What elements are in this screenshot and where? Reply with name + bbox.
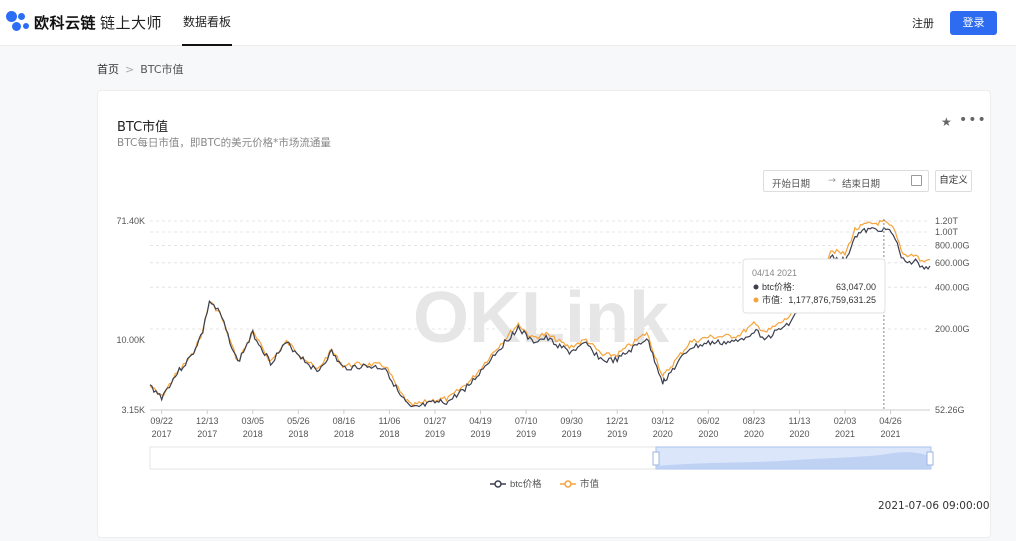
tooltip-dot	[753, 297, 759, 303]
logo[interactable]: 欧科云链 链上大师	[6, 11, 162, 33]
x-tick-label: 08/23	[743, 416, 766, 426]
tooltip-label: 市值:	[762, 294, 783, 305]
tooltip-date: 04/14 2021	[752, 268, 797, 278]
x-tick-label: 09/22	[150, 416, 173, 426]
y-right-tick-label: 600.00G	[935, 258, 970, 268]
x-tick-year-label: 2019	[425, 429, 445, 439]
x-tick-year-label: 2020	[698, 429, 718, 439]
breadcrumb-home[interactable]: 首页	[97, 63, 119, 76]
x-tick-year-label: 2019	[562, 429, 582, 439]
nav-tab-dashboard[interactable]: 数据看板	[182, 0, 233, 46]
date-range-picker[interactable]: 开始日期 → 结束日期	[763, 170, 929, 192]
x-tick-label: 12/13	[196, 416, 219, 426]
tooltip-value: 1,177,876,759,631.25	[788, 295, 876, 305]
y-right-tick-label: 1.00T	[935, 227, 959, 237]
y-right-tick-label: 400.00G	[935, 282, 970, 292]
x-tick-year-label: 2017	[197, 429, 217, 439]
y-right-tick-label: 52.26G	[935, 405, 965, 415]
breadcrumb-separator: >	[125, 63, 135, 76]
y-left-tick-label: 10.00K	[116, 335, 145, 345]
x-tick-label: 11/06	[379, 416, 401, 426]
x-tick-label: 03/05	[242, 416, 265, 426]
slider-handle-left	[652, 451, 660, 466]
x-tick-year-label: 2018	[334, 429, 354, 439]
x-axis: 09/22 2017 12/13 2017 03/05 2018 05/26 2018 08/1…	[150, 409, 930, 439]
x-tick-year-label: 2018	[243, 429, 263, 439]
x-tick-year-label: 2019	[516, 429, 536, 439]
legend: btc价格 市值	[490, 478, 600, 490]
x-tick-year-label: 2017	[152, 429, 172, 439]
x-tick-year-label: 2021	[835, 429, 855, 439]
x-tick-label: 04/26	[879, 416, 902, 426]
x-tick-label: 12/21	[606, 416, 629, 426]
x-tick-year-label: 2020	[653, 429, 673, 439]
slider-preview-area	[656, 452, 930, 469]
x-tick-label: 05/26	[287, 416, 310, 426]
top-navbar: 欧科云链 链上大师 数据看板 注册 登录	[0, 0, 1016, 46]
tooltip-value: 63,047.00	[836, 282, 876, 292]
x-tick-label: 11/13	[789, 416, 811, 426]
x-tick-label: 03/12	[652, 416, 675, 426]
legend-marker	[564, 480, 572, 488]
x-tick-year-label: 2019	[607, 429, 627, 439]
zoom-slider[interactable]	[149, 446, 934, 470]
y-left-tick-label: 71.40K	[116, 216, 145, 226]
x-tick-label: 01/27	[424, 416, 447, 426]
slider-handle-right	[926, 451, 934, 466]
x-tick-label: 04/19	[469, 416, 492, 426]
legend-label: 市值	[580, 478, 600, 490]
calendar-icon[interactable]	[911, 175, 922, 186]
x-tick-year-label: 2020	[744, 429, 764, 439]
more-icon[interactable]: •••	[959, 112, 987, 128]
logo-subtitle: 链上大师	[100, 13, 163, 32]
y-right-tick-label: 800.00G	[935, 240, 970, 250]
legend-label: btc价格	[510, 478, 542, 490]
y-left-tick-label: 3.15K	[121, 405, 145, 415]
x-tick-year-label: 2018	[379, 429, 399, 439]
login-button[interactable]: 登录	[950, 11, 997, 35]
custom-range-button[interactable]: 自定义	[935, 170, 972, 192]
x-tick-year-label: 2018	[288, 429, 308, 439]
tooltip-dot	[753, 284, 759, 290]
logo-text: 欧科云链	[34, 13, 97, 32]
x-tick-label: 09/30	[560, 416, 583, 426]
breadcrumb: 首页 > BTC市值	[97, 61, 184, 77]
tooltip-label: btc价格:	[762, 281, 795, 292]
x-tick-year-label: 2020	[789, 429, 809, 439]
breadcrumb-current: BTC市值	[140, 63, 184, 76]
x-tick-year-label: 2021	[881, 429, 901, 439]
x-tick-label: 06/02	[697, 416, 720, 426]
register-link[interactable]: 注册	[912, 17, 934, 30]
card-title: BTC市值	[117, 120, 169, 135]
x-tick-year-label: 2019	[471, 429, 491, 439]
legend-marker	[494, 480, 502, 488]
tooltip-box	[742, 258, 886, 314]
y-right-tick-label: 1.20T	[935, 216, 959, 226]
timestamp: 2021-07-06 09:00:00	[878, 500, 990, 512]
y-right-tick-label: 200.00G	[935, 324, 970, 334]
arrow-right-icon: →	[828, 175, 836, 186]
card-subtitle: BTC每日市值，即BTC的美元价格*市场流通量	[117, 137, 331, 149]
start-date-input[interactable]: 开始日期	[772, 179, 811, 190]
tooltip: 04/14 2021 btc价格: 63,047.00 市值: 1,177,876,75…	[742, 258, 886, 314]
y-axis-left: 71.40K 10.00K 3.15K	[116, 216, 145, 415]
end-date-input[interactable]: 结束日期	[842, 179, 881, 190]
x-tick-label: 08/16	[333, 416, 356, 426]
x-tick-label: 07/10	[515, 416, 538, 426]
logo-icon	[6, 11, 30, 33]
x-tick-label: 02/03	[834, 416, 857, 426]
star-icon[interactable]: ★	[941, 115, 952, 129]
